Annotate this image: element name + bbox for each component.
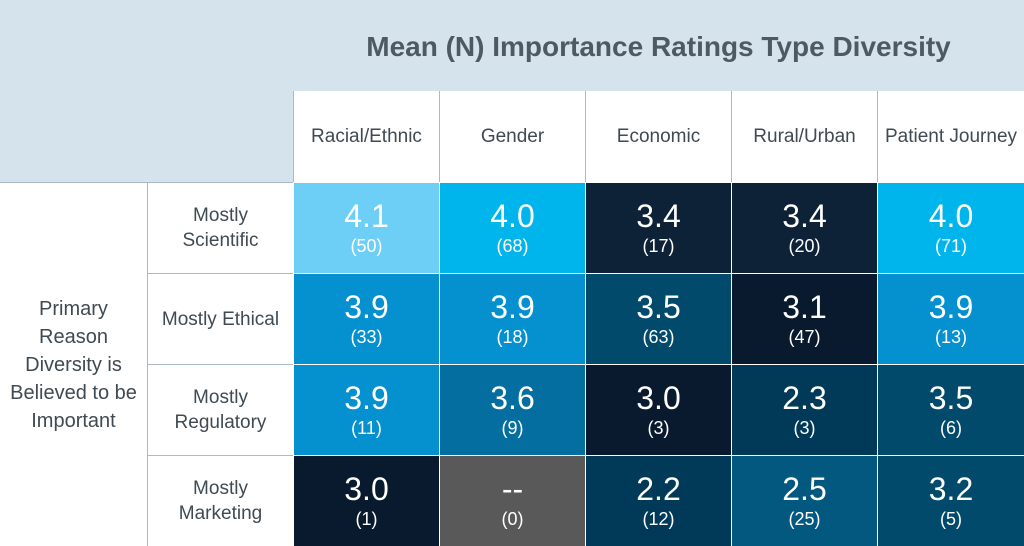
heatmap-cell-r4-patient-journey: 3.2 (5)	[877, 455, 1024, 546]
cell-value: 2.3	[782, 380, 827, 416]
cell-count: (11)	[351, 418, 382, 438]
column-header-gender: Gender	[439, 91, 585, 182]
cell-count: (3)	[647, 418, 670, 438]
cell-count: (25)	[788, 509, 821, 529]
cell-value: 3.9	[928, 289, 974, 325]
heatmap-cell-r3-racial-ethnic: 3.9 (11)	[293, 364, 439, 455]
cell-value: 3.1	[782, 289, 827, 325]
heatmap-cell-r2-economic: 3.5 (63)	[585, 273, 731, 364]
column-header-economic: Economic	[585, 91, 731, 182]
heatmap-cell-r4-rural-urban: 2.5 (25)	[731, 455, 877, 546]
heatmap-cell-r1-economic: 3.4 (17)	[585, 182, 731, 273]
cell-value: 3.9	[344, 289, 389, 325]
row-header-scientific: Mostly Scientific	[148, 182, 293, 273]
row-header-ethical: Mostly Ethical	[148, 273, 293, 364]
cell-count: (17)	[642, 236, 675, 256]
heatmap-cell-r4-economic: 2.2 (12)	[585, 455, 731, 546]
heatmap-cell-r3-patient-journey: 3.5 (6)	[877, 364, 1024, 455]
heatmap-cell-r3-rural-urban: 2.3 (3)	[731, 364, 877, 455]
cell-count: (18)	[496, 327, 529, 347]
cell-value: 4.0	[928, 198, 974, 234]
row-header-regulatory: Mostly Regulatory	[148, 364, 293, 455]
heatmap-cell-r4-gender: -- (0)	[439, 455, 585, 546]
cell-value: 3.5	[928, 380, 974, 416]
cell-count: (6)	[940, 418, 962, 438]
cell-value: 2.2	[636, 471, 681, 507]
cell-count: (1)	[355, 509, 378, 529]
heatmap-cell-r3-economic: 3.0 (3)	[585, 364, 731, 455]
cell-value: 3.9	[344, 380, 389, 416]
cell-value: 3.4	[636, 198, 681, 234]
heatmap-cell-r3-gender: 3.6 (9)	[439, 364, 585, 455]
cell-value: 2.5	[782, 471, 827, 507]
row-group-label: Primary Reason Diversity is Believed to …	[0, 182, 148, 546]
cell-count: (33)	[350, 327, 383, 347]
heatmap-cell-r2-rural-urban: 3.1 (47)	[731, 273, 877, 364]
cell-value: 3.4	[782, 198, 827, 234]
cell-count: (13)	[934, 327, 967, 347]
cell-value: 3.0	[344, 471, 389, 507]
cell-count: (63)	[642, 327, 675, 347]
chart-title: Mean (N) Importance Ratings Type Diversi…	[366, 31, 951, 62]
cell-count: (9)	[501, 418, 524, 438]
cell-value: 3.0	[636, 380, 681, 416]
cell-count: (47)	[788, 327, 821, 347]
cell-count: (50)	[350, 236, 383, 256]
cell-value: 3.2	[928, 471, 974, 507]
heatmap-cell-r2-gender: 3.9 (18)	[439, 273, 585, 364]
cell-count: (3)	[793, 418, 816, 438]
cell-count: (20)	[788, 236, 821, 256]
cell-value: 3.5	[636, 289, 681, 325]
column-header-patient-journey: Patient Journey	[877, 91, 1024, 182]
heatmap-cell-r1-rural-urban: 3.4 (20)	[731, 182, 877, 273]
column-header-racial-ethnic: Racial/Ethnic	[293, 91, 439, 182]
heatmap-cell-r1-gender: 4.0 (68)	[439, 182, 585, 273]
cell-count: (0)	[501, 509, 524, 529]
cell-value: 3.6	[490, 380, 535, 416]
cell-value: --	[501, 471, 524, 507]
row-header-marketing: Mostly Marketing	[148, 455, 293, 546]
heatmap-cell-r4-racial-ethnic: 3.0 (1)	[293, 455, 439, 546]
cell-value: 3.9	[490, 289, 535, 325]
column-header-rural-urban: Rural/Urban	[731, 91, 877, 182]
heatmap-cell-r1-racial-ethnic: 4.1 (50)	[293, 182, 439, 273]
cell-value: 4.1	[344, 198, 389, 234]
cell-count: (5)	[940, 509, 962, 529]
heatmap-cell-r1-patient-journey: 4.0 (71)	[877, 182, 1024, 273]
cell-count: (71)	[934, 236, 967, 256]
cell-count: (12)	[642, 509, 675, 529]
cell-count: (68)	[496, 236, 529, 256]
cell-value: 4.0	[490, 198, 535, 234]
heatmap-cell-r2-patient-journey: 3.9 (13)	[877, 273, 1024, 364]
heatmap-cell-r2-racial-ethnic: 3.9 (33)	[293, 273, 439, 364]
